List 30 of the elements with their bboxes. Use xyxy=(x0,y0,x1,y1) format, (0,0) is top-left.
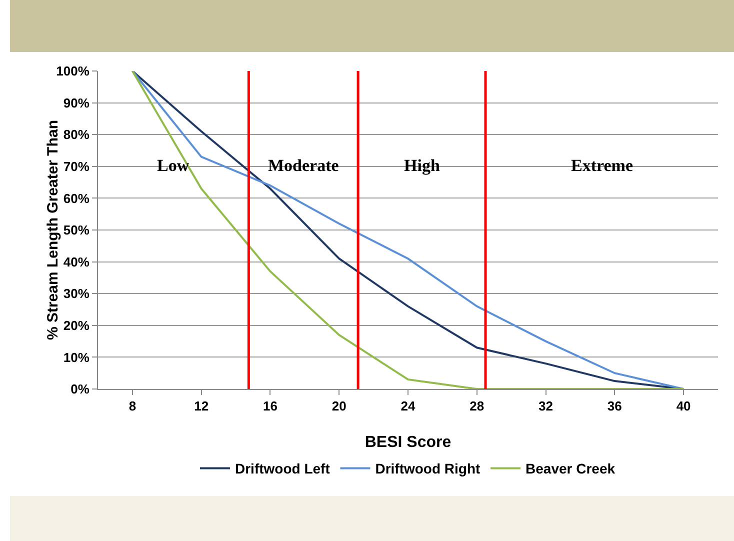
y-tick-label: 80% xyxy=(63,127,90,142)
y-axis-title: % Stream Length Greater Than xyxy=(44,120,62,340)
y-tick-label: 60% xyxy=(63,190,90,206)
x-tick-label: 20 xyxy=(332,398,346,414)
x-tick-label: 36 xyxy=(607,398,622,414)
y-tick-label: 10% xyxy=(63,350,90,365)
legend-label: Driftwood Right xyxy=(375,460,481,477)
line-series xyxy=(131,71,685,389)
x-axis-title: BESI Score xyxy=(364,434,452,451)
y-tick-label: 50% xyxy=(63,222,90,238)
annotation: Extreme xyxy=(571,156,634,175)
y-tick-label: 70% xyxy=(63,158,90,174)
annotation: Low xyxy=(157,156,190,175)
x-tick-label: 28 xyxy=(470,398,484,414)
x-tick-label: 8 xyxy=(128,398,136,414)
x-tick-label: 40 xyxy=(676,398,691,414)
annotation: Moderate xyxy=(268,156,340,175)
y-tick-label: 0% xyxy=(70,382,90,397)
y-tick-label: 40% xyxy=(63,254,90,270)
x-tick-label: 16 xyxy=(262,398,278,414)
annotation: High xyxy=(404,156,440,175)
x-tick-label: 32 xyxy=(538,398,554,414)
y-tick-label: 100% xyxy=(56,64,90,79)
y-tick-label: 90% xyxy=(63,95,90,110)
legend-label: Beaver Creek xyxy=(526,460,616,477)
legend-label: Driftwood Left xyxy=(235,460,330,477)
y-tick-label: 20% xyxy=(63,318,90,333)
x-tick-label: 12 xyxy=(194,398,209,414)
y-tick-label: 30% xyxy=(63,286,90,302)
x-tick-label: 24 xyxy=(400,398,416,414)
